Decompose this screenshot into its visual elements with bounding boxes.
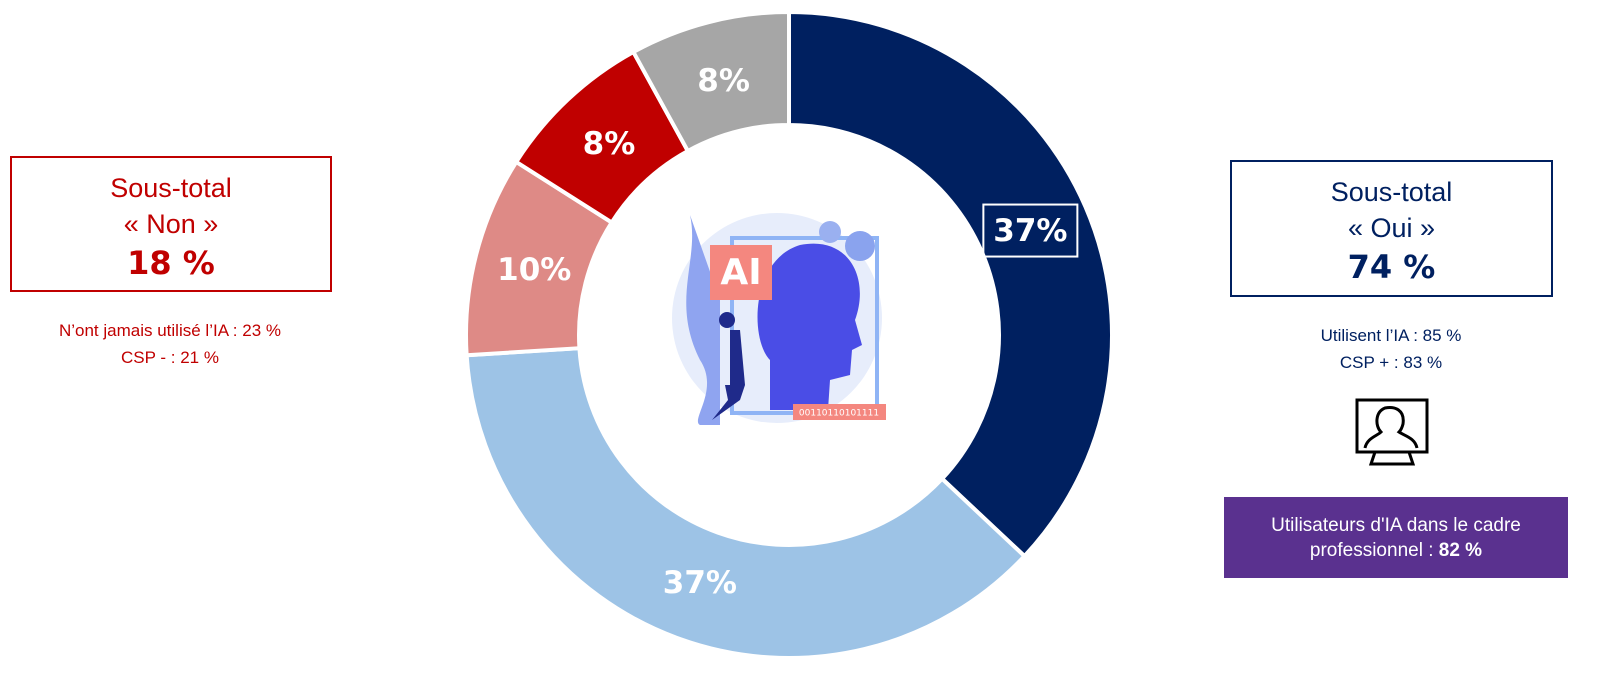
donut-slice xyxy=(464,346,1028,661)
label-box xyxy=(982,203,1079,258)
code-label: 00110110101111 xyxy=(799,409,879,419)
note: Utilisent l’IA : 85 % xyxy=(1320,326,1462,345)
gear xyxy=(819,221,841,243)
box-total: 18 % xyxy=(127,244,215,282)
note: N’ont jamais utilisé l’IA : 23 % xyxy=(58,321,282,340)
value-label: 37% xyxy=(993,213,1067,249)
note: CSP + : 83 % xyxy=(1339,353,1443,372)
value-label: 10% xyxy=(497,252,571,288)
right-box: Sous-total « Oui » 74 % xyxy=(1230,160,1553,297)
value-label: 8% xyxy=(583,126,636,162)
person-head xyxy=(719,312,735,328)
ai-label: AI xyxy=(720,252,761,293)
ai-box xyxy=(710,245,772,300)
left-box: Sous-total « Non » 18 % xyxy=(10,156,332,292)
right-notes: Utilisent l’IA : 85 % CSP + : 83 % xyxy=(1221,322,1561,376)
box-total: 74 % xyxy=(1347,248,1436,286)
monitor-icon xyxy=(1355,398,1429,466)
box-line: Sous-total xyxy=(1330,177,1453,207)
badge: Utilisateurs d'IA dans le cadre professi… xyxy=(1224,497,1568,578)
illustration: AI 00110110101111 xyxy=(672,213,886,425)
left-notes: N’ont jamais utilisé l’IA : 23 % CSP - :… xyxy=(0,317,340,371)
code-box xyxy=(793,404,886,420)
badge-text: Utilisateurs d'IA dans le cadre professi… xyxy=(1271,515,1521,561)
donut-slice xyxy=(630,9,791,154)
box-line: « Non » xyxy=(123,209,219,239)
badge-value: 82 % xyxy=(1438,540,1483,561)
flame xyxy=(686,215,720,425)
donut-slice xyxy=(787,9,1114,559)
head xyxy=(757,243,862,410)
value-label: 37% xyxy=(663,565,737,601)
box-line: Sous-total xyxy=(110,173,232,203)
box-line: « Oui » xyxy=(1347,213,1436,243)
value-label: 8% xyxy=(697,63,750,99)
gear xyxy=(845,231,875,261)
donut: 37% 37% 10% 8% 8% xyxy=(464,9,1114,661)
note: CSP - : 21 % xyxy=(121,348,219,367)
person xyxy=(712,330,745,420)
